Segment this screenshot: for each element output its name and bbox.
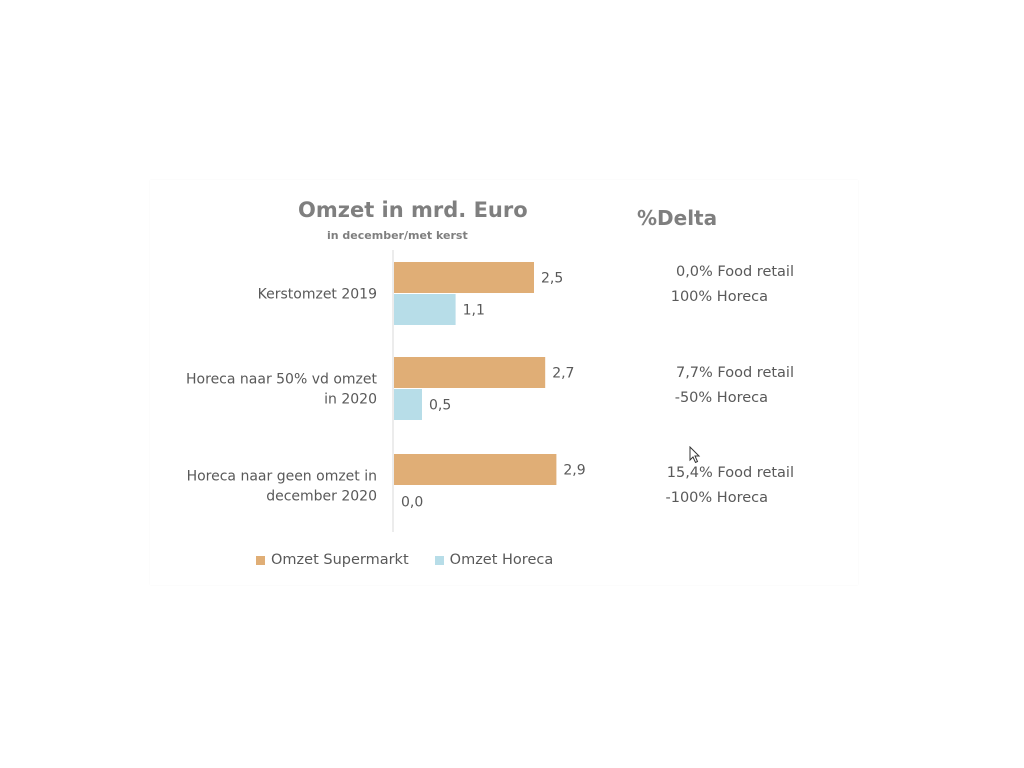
delta-row-3-horeca: -100% Horeca	[665, 490, 769, 506]
value-label-supermarkt: 2,7	[552, 366, 574, 382]
chart-legend: Omzet Supermarkt Omzet Horeca	[256, 552, 553, 568]
value-label-supermarkt: 2,9	[563, 463, 585, 479]
legend-item-supermarkt: Omzet Supermarkt	[256, 552, 409, 568]
mouse-cursor-icon	[689, 446, 701, 464]
bar-supermarkt	[394, 357, 546, 388]
delta-row-1-food: 0,0% Food retail	[675, 264, 794, 280]
bar-supermarkt	[394, 262, 534, 293]
legend-label-supermarkt: Omzet Supermarkt	[271, 552, 409, 568]
chart-title: Omzet in mrd. Euro	[298, 198, 528, 222]
bar-horeca	[394, 294, 456, 325]
category-label: Horeca naar 50% vd omzet in 2020	[186, 372, 377, 408]
chart-subtitle: in december/met kerst	[327, 229, 468, 242]
delta-row-3-food: 15,4% Food retail	[666, 465, 794, 481]
value-label-horeca: 0,0	[401, 495, 423, 511]
legend-item-horeca: Omzet Horeca	[434, 552, 554, 568]
delta-title: %Delta	[637, 206, 718, 230]
legend-swatch-supermarkt	[256, 555, 265, 565]
category-label: Kerstomzet 2019	[258, 287, 377, 303]
delta-row-1-horeca: 100% Horeca	[670, 289, 768, 305]
delta-row-2-horeca: -50% Horeca	[674, 390, 768, 406]
value-label-horeca: 1,1	[463, 303, 485, 319]
bar-supermarkt	[394, 454, 557, 485]
bar-horeca	[394, 389, 422, 420]
delta-row-2-food: 7,7% Food retail	[675, 365, 794, 381]
legend-swatch-horeca	[434, 555, 444, 565]
legend-label-horeca: Omzet Horeca	[449, 552, 554, 568]
value-label-supermarkt: 2,5	[541, 271, 563, 287]
value-label-horeca: 0,5	[429, 398, 451, 414]
category-label: Horeca naar geen omzet in december 2020	[187, 469, 377, 505]
